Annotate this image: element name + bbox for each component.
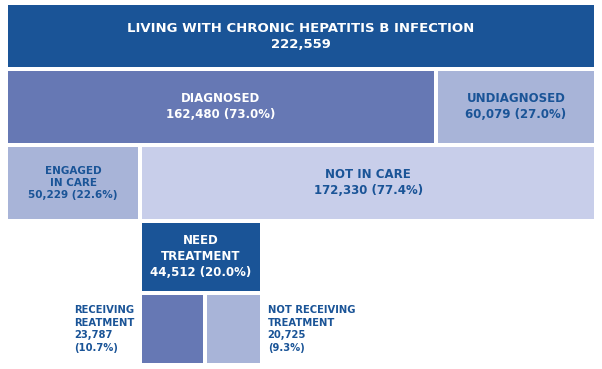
Text: UNDIAGNOSED
60,079 (27.0%): UNDIAGNOSED 60,079 (27.0%) — [465, 93, 566, 121]
Text: NOT IN CARE
172,330 (77.4%): NOT IN CARE 172,330 (77.4%) — [314, 169, 423, 197]
Text: ENGAGED
IN CARE
50,229 (22.6%): ENGAGED IN CARE 50,229 (22.6%) — [28, 166, 118, 200]
FancyBboxPatch shape — [143, 223, 259, 291]
Text: RECEIVING
REATMENT
23,787
(10.7%): RECEIVING REATMENT 23,787 (10.7%) — [74, 306, 134, 353]
Text: NOT RECEIVING
TREATMENT
20,725
(9.3%): NOT RECEIVING TREATMENT 20,725 (9.3%) — [268, 306, 355, 353]
FancyBboxPatch shape — [8, 5, 594, 67]
FancyBboxPatch shape — [8, 71, 434, 143]
FancyBboxPatch shape — [438, 71, 594, 143]
FancyBboxPatch shape — [207, 295, 259, 363]
Text: DIAGNOSED
162,480 (73.0%): DIAGNOSED 162,480 (73.0%) — [166, 93, 276, 121]
FancyBboxPatch shape — [143, 147, 594, 219]
FancyBboxPatch shape — [143, 295, 203, 363]
Text: LIVING WITH CHRONIC HEPATITIS B INFECTION
222,559: LIVING WITH CHRONIC HEPATITIS B INFECTIO… — [128, 21, 474, 51]
Text: NEED
TREATMENT
44,512 (20.0%): NEED TREATMENT 44,512 (20.0%) — [150, 235, 252, 279]
FancyBboxPatch shape — [8, 147, 138, 219]
